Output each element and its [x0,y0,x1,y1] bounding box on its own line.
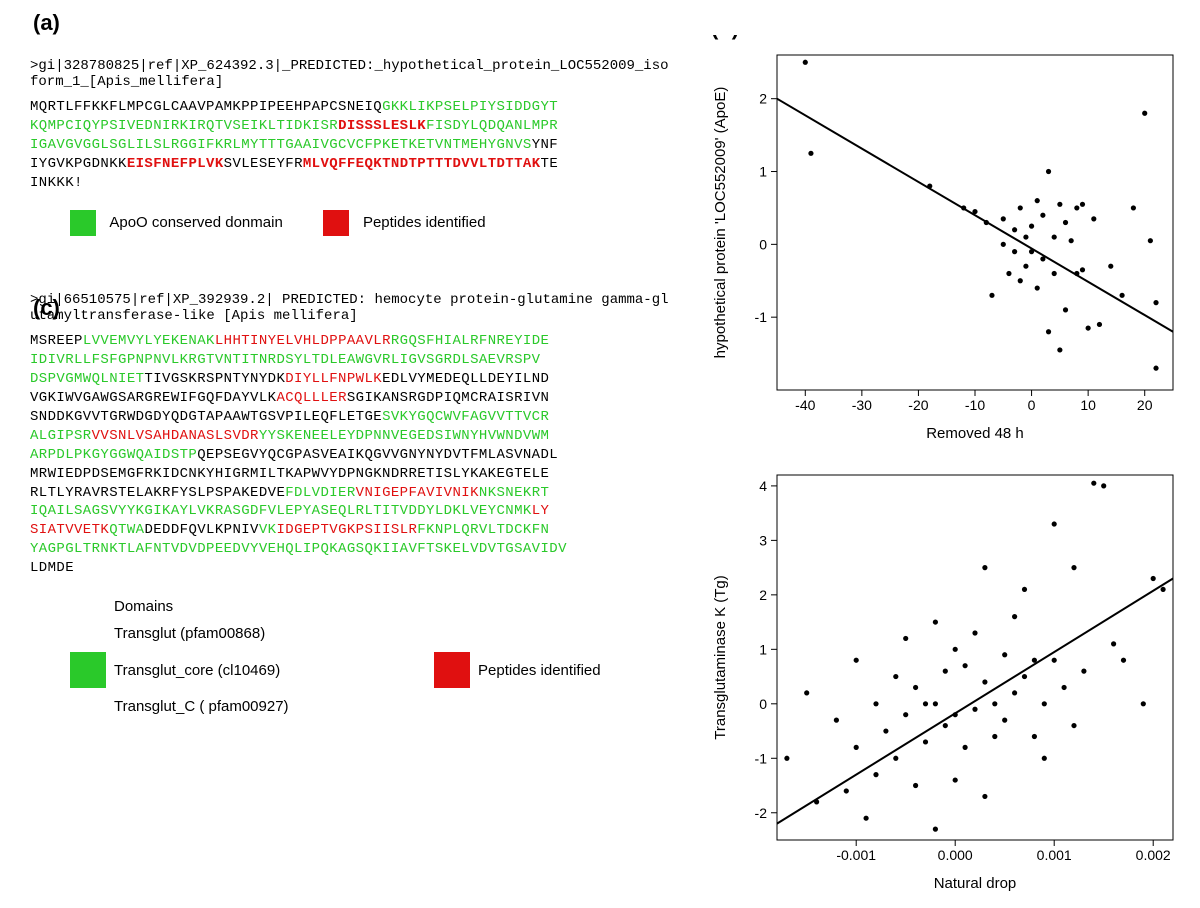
sequence-c-header: >gi|66510575|ref|XP_392939.2| PREDICTED:… [30,292,670,324]
svg-text:-30: -30 [852,397,872,413]
svg-text:1: 1 [759,641,767,657]
swatch-green-big-icon [70,652,106,688]
legend-c-red-label: Peptides identified [478,662,670,679]
svg-text:-10: -10 [965,397,985,413]
svg-text:3: 3 [759,532,767,548]
sequence-a-header: >gi|328780825|ref|XP_624392.3|_PREDICTED… [30,58,670,90]
svg-text:Natural drop: Natural drop [934,875,1017,892]
sequence-c-block: MSREEPLVVEMVYLYEKENAKLHHTINYELVHLDPPAAVL… [30,332,640,578]
svg-text:hypothetical protein 'LOC55200: hypothetical protein 'LOC552009' (ApoE) [712,87,729,359]
svg-text:10: 10 [1080,397,1096,413]
swatch-green-icon [70,210,96,236]
svg-text:-1: -1 [755,750,768,766]
svg-text:Removed 48 h: Removed 48 h [926,425,1024,442]
legend-c-row-2: Transglut_C ( pfam00927) [114,698,434,715]
svg-text:0.000: 0.000 [938,847,973,863]
svg-text:0.001: 0.001 [1037,847,1072,863]
svg-text:-1: -1 [755,309,768,325]
legend-c: Domains Transglut (pfam00868) Peptides i… [70,598,670,715]
svg-text:2: 2 [759,587,767,603]
panel-label-a: (a) [33,10,60,36]
sequence-a-block: MQRTLFFKKFLMPCGLCAAVPAMKPPIPEEHPAPCSNEIQ… [30,98,640,192]
svg-text:-2: -2 [755,805,768,821]
legend-c-heading: Domains [114,598,434,615]
svg-text:2: 2 [759,91,767,107]
chart-b: (b)-40-30-20-1001020-1012Removed 48 hhyp… [705,35,1185,450]
svg-text:4: 4 [759,478,767,494]
legend-a: ApoO conserved donmain Peptides identifi… [70,210,670,236]
svg-text:0: 0 [759,696,767,712]
svg-text:0.002: 0.002 [1136,847,1171,863]
svg-text:-20: -20 [908,397,928,413]
svg-text:1: 1 [759,164,767,180]
legend-a-red-label: Peptides identified [363,214,486,231]
svg-text:(b): (b) [711,35,739,40]
swatch-red-big-icon [434,652,470,688]
svg-text:Transglutaminase K (Tg): Transglutaminase K (Tg) [712,575,729,740]
chart-d: -0.001 0.000 0.001 0.002 -2 -1 0 1 2 3 4 Natural dr… [705,455,1185,900]
svg-text:20: 20 [1137,397,1153,413]
svg-text:0: 0 [759,236,767,252]
svg-text:0: 0 [1028,397,1036,413]
legend-c-row-1: Transglut_core (cl10469) [114,662,434,679]
legend-a-green-label: ApoO conserved donmain [109,214,282,231]
svg-text:-0.001: -0.001 [836,847,876,863]
legend-c-row-0: Transglut (pfam00868) [114,625,434,642]
swatch-red-icon [323,210,349,236]
svg-text:-40: -40 [795,397,815,413]
panel-label-c: (c) [33,295,60,321]
